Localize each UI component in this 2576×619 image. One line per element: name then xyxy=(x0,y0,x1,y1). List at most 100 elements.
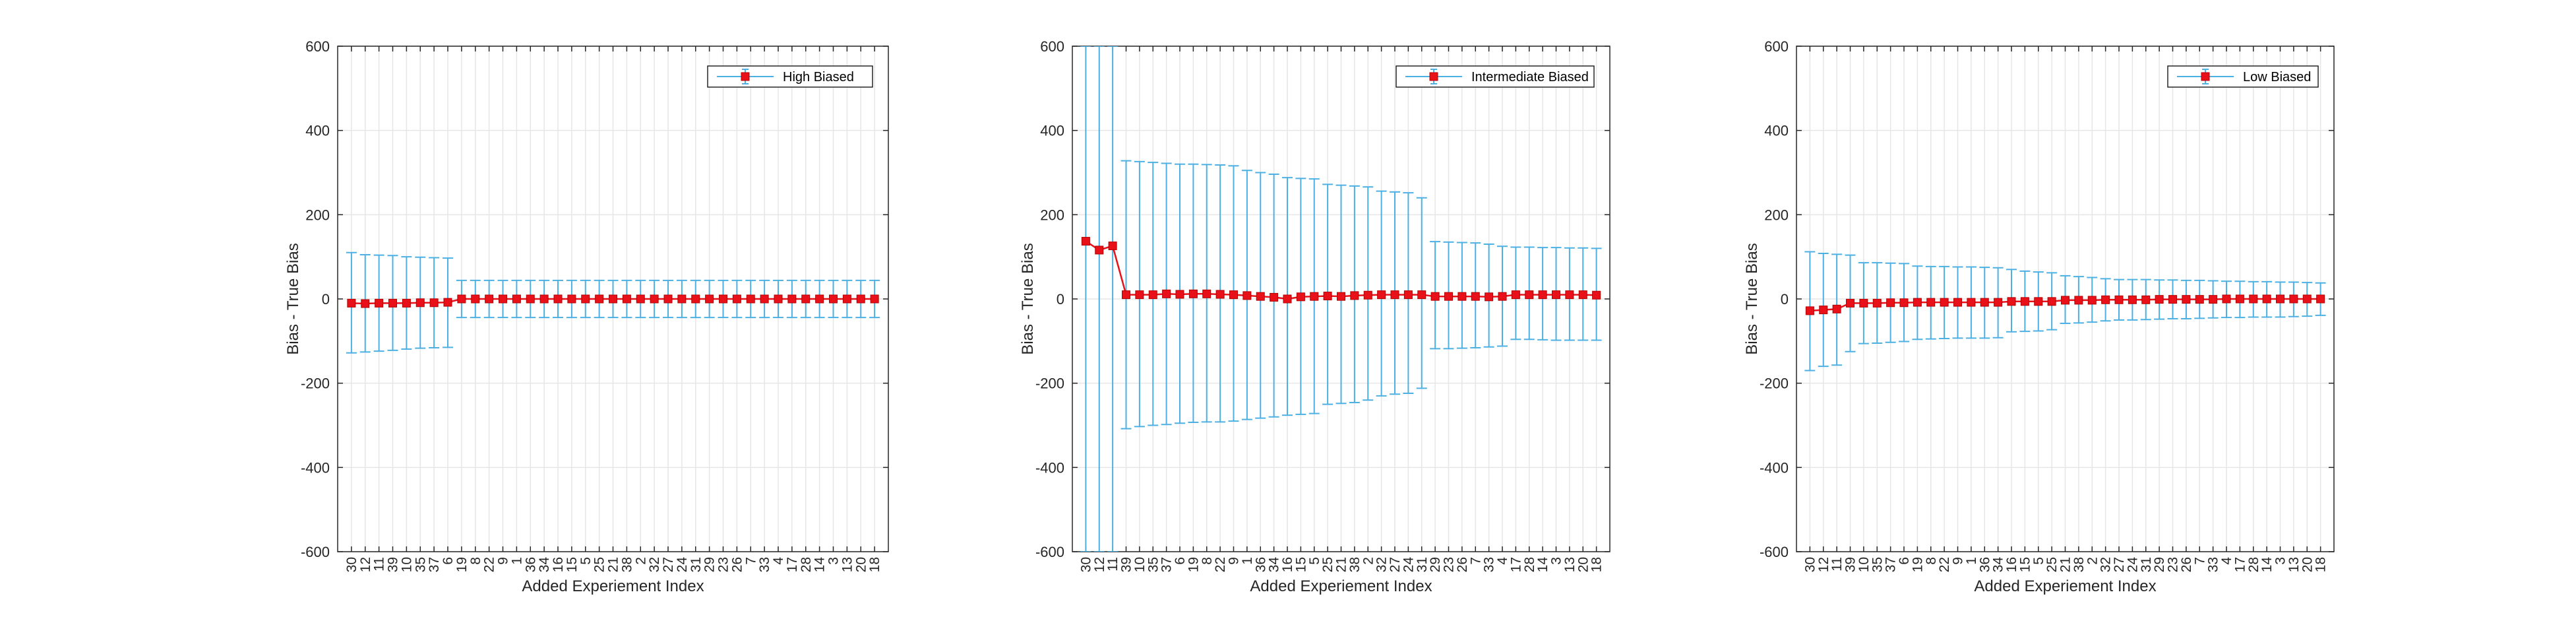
data-point xyxy=(2235,294,2244,304)
y-tick-label: 600 xyxy=(1764,38,1789,55)
x-tick-label: 24 xyxy=(2125,557,2140,573)
data-point xyxy=(1296,292,1305,302)
x-tick-label: 38 xyxy=(619,557,634,572)
data-point xyxy=(388,298,397,308)
x-tick-label: 39 xyxy=(1119,557,1134,572)
data-point xyxy=(815,294,824,304)
x-tick-label: 7 xyxy=(2192,557,2207,565)
data-point xyxy=(842,294,851,304)
x-tick-label: 16 xyxy=(1280,557,1295,572)
x-tick-label: 27 xyxy=(1388,557,1403,572)
x-tick-label: 32 xyxy=(647,557,662,572)
x-tick-label: 33 xyxy=(1482,557,1497,572)
y-tick-label: 600 xyxy=(1040,38,1064,55)
x-tick-label: 12 xyxy=(1092,557,1107,572)
data-point xyxy=(1471,292,1480,301)
x-tick-label: 15 xyxy=(2017,557,2033,572)
data-point xyxy=(1108,242,1117,251)
data-point xyxy=(2302,294,2312,304)
x-tick-label: 5 xyxy=(2031,557,2046,565)
x-tick-label: 33 xyxy=(757,557,772,572)
data-point xyxy=(2276,294,2285,304)
x-tick-label: 1 xyxy=(509,557,524,565)
data-point xyxy=(1363,290,1372,300)
y-tick-label: -200 xyxy=(1760,375,1789,392)
x-tick-label: 14 xyxy=(2259,557,2275,573)
x-tick-label: 15 xyxy=(565,557,580,572)
data-point xyxy=(1162,289,1171,298)
x-tick-label: 13 xyxy=(2286,557,2302,572)
x-tick-label: 28 xyxy=(2246,557,2261,572)
y-tick-label: -200 xyxy=(301,375,330,392)
x-tick-label: 19 xyxy=(454,557,470,572)
x-tick-label: 33 xyxy=(2206,557,2221,572)
x-tick-label: 11 xyxy=(1829,557,1845,571)
x-axis-label: Added Experiement Index xyxy=(1974,577,2156,595)
x-tick-label: 2 xyxy=(633,557,648,565)
data-point xyxy=(1552,290,1560,300)
data-point xyxy=(581,294,590,304)
data-point xyxy=(801,294,811,304)
x-tick-label: 1 xyxy=(1240,557,1255,565)
y-tick-label: 400 xyxy=(1040,123,1064,139)
x-tick-label: 17 xyxy=(2232,557,2248,572)
x-tick-label: 29 xyxy=(1428,557,1443,572)
data-point xyxy=(539,294,549,304)
data-point xyxy=(1188,289,1198,298)
data-point xyxy=(1081,237,1090,246)
y-tick-label: 200 xyxy=(305,207,330,223)
data-point xyxy=(2249,294,2258,304)
panel-high-biased: -600-400-2000200400600301211391035376198… xyxy=(284,38,889,595)
x-tick-label: 3 xyxy=(2273,557,2288,565)
x-tick-label: 4 xyxy=(1495,557,1510,565)
legend-label: Low Biased xyxy=(2243,70,2311,84)
x-tick-label: 2 xyxy=(2085,557,2100,565)
x-tick-label: 37 xyxy=(427,557,442,572)
data-point xyxy=(1403,290,1413,300)
x-tick-label: 16 xyxy=(2004,557,2019,572)
x-tick-label: 36 xyxy=(523,557,538,572)
data-point xyxy=(856,294,865,304)
data-point xyxy=(512,294,521,304)
x-tick-label: 35 xyxy=(1146,557,1161,572)
data-point xyxy=(1859,298,1868,308)
x-tick-label: 25 xyxy=(2044,557,2060,572)
x-tick-label: 34 xyxy=(1267,557,1282,573)
data-point xyxy=(1886,298,1895,308)
y-axis-label: Bias - True Bias xyxy=(1743,243,1761,354)
data-point xyxy=(1377,290,1386,300)
data-point xyxy=(1872,298,1882,308)
x-tick-label: 13 xyxy=(1562,557,1578,572)
data-point xyxy=(2262,294,2271,304)
data-point xyxy=(1444,292,1453,301)
x-tick-label: 18 xyxy=(1589,557,1605,572)
data-point xyxy=(2289,294,2298,304)
x-tick-label: 11 xyxy=(372,557,387,571)
data-point xyxy=(1525,290,1534,300)
y-tick-label: 400 xyxy=(1764,123,1789,139)
data-point xyxy=(415,298,425,308)
x-tick-label: 32 xyxy=(2099,557,2114,572)
data-point xyxy=(1592,290,1601,300)
legend-label: High Biased xyxy=(783,70,854,84)
data-point xyxy=(1430,292,1440,301)
x-tick-label: 26 xyxy=(1455,557,1470,572)
data-point xyxy=(2316,294,2325,304)
data-point xyxy=(1819,306,1828,315)
x-tick-label: 23 xyxy=(716,557,731,572)
data-point xyxy=(2074,296,2083,305)
data-point xyxy=(2087,296,2097,305)
y-tick-label: 0 xyxy=(322,291,330,308)
data-point xyxy=(1994,298,2003,307)
x-tick-label: 36 xyxy=(1253,557,1268,572)
x-tick-label: 9 xyxy=(1951,557,1966,565)
x-tick-label: 7 xyxy=(743,557,758,565)
data-point xyxy=(2101,295,2110,304)
data-point xyxy=(1940,298,1949,307)
data-point xyxy=(1457,292,1467,301)
data-point xyxy=(1832,304,1841,313)
data-point xyxy=(1846,298,1855,308)
x-tick-label: 3 xyxy=(1549,557,1564,565)
data-point xyxy=(2114,295,2124,304)
x-tick-label: 14 xyxy=(1535,557,1550,573)
